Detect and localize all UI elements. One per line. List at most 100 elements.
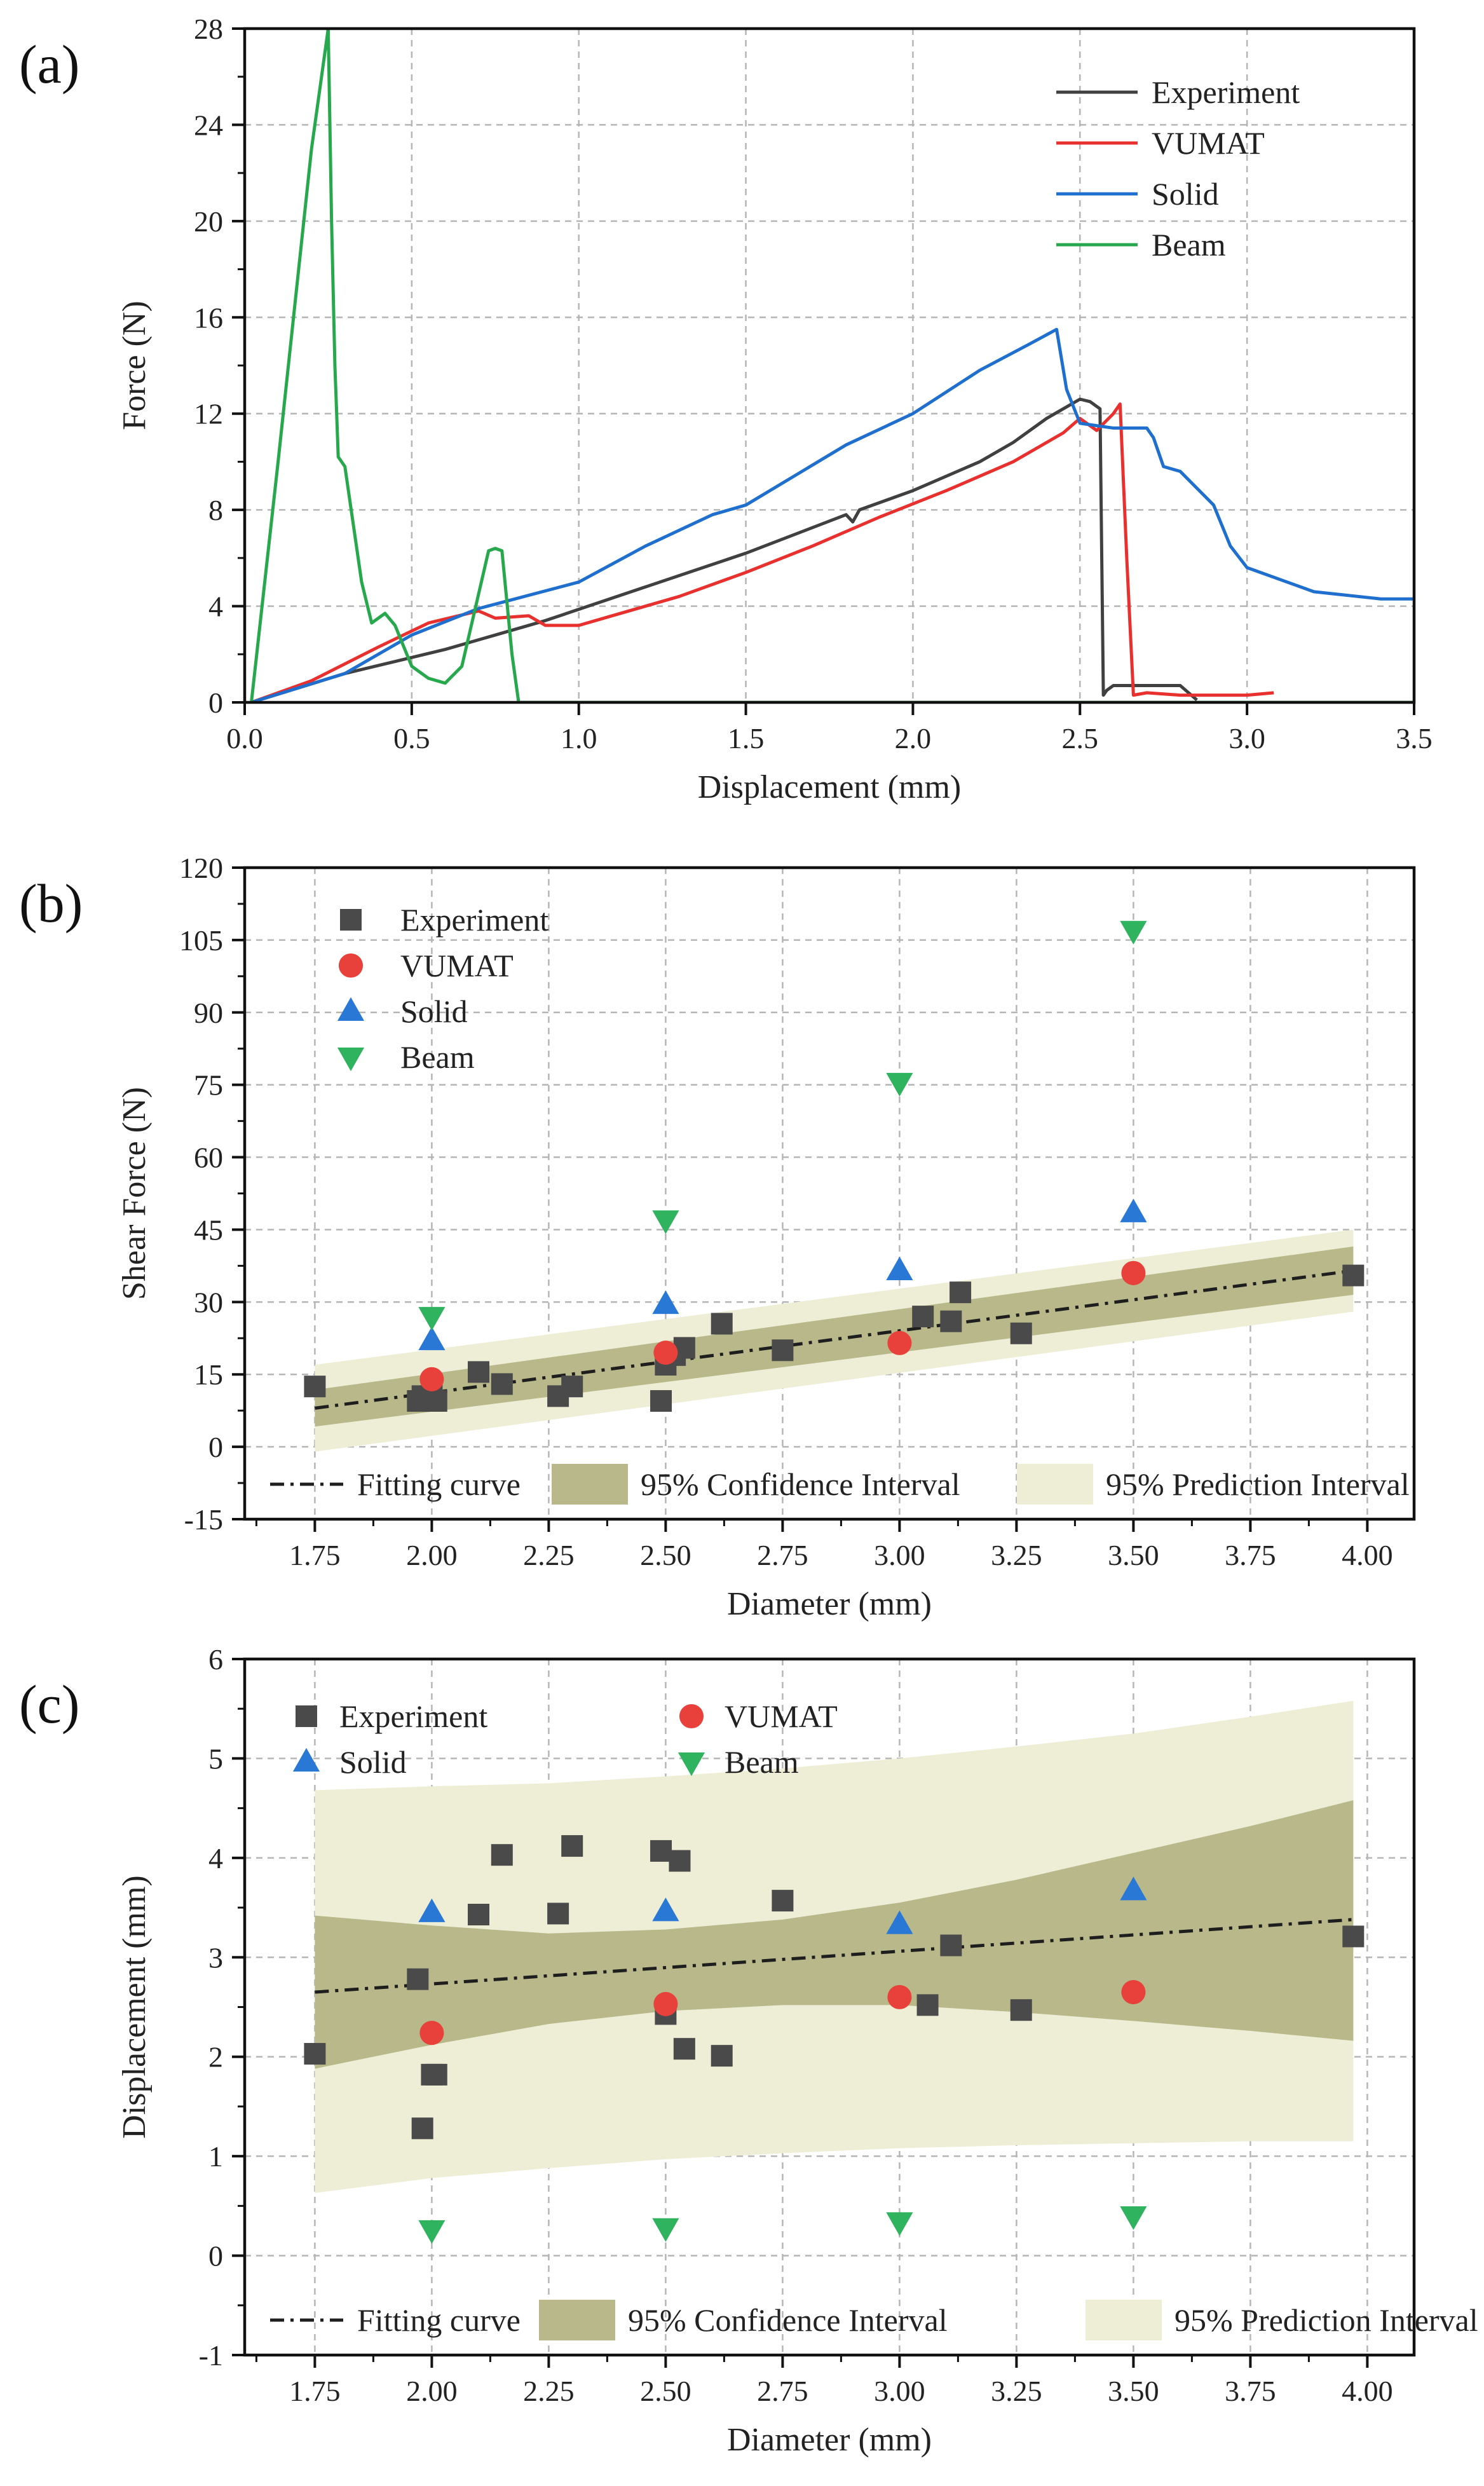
legend-label-vumat: VUMAT	[1152, 125, 1265, 161]
data-point-experiment	[711, 2045, 733, 2067]
series-line-solid	[250, 327, 1414, 702]
x-tick-label: 3.50	[1108, 2375, 1159, 2407]
data-point-experiment	[669, 1850, 691, 1872]
fitting-curve	[315, 1918, 1354, 1994]
legend-marker-experiment	[296, 1705, 317, 1727]
fit-legend: Fitting curve 95% Confidence Interval 95% …	[270, 2300, 1478, 2340]
x-tick-label: 3.50	[1108, 1539, 1159, 1571]
y-tick-label: 2	[208, 2041, 223, 2073]
y-tick-label: 16	[194, 301, 223, 334]
x-tick-label: 2.75	[757, 2375, 808, 2407]
data-point-experiment	[547, 1902, 569, 1925]
data-point-vumat	[1121, 1260, 1146, 1285]
x-tick-label: 2.5	[1062, 722, 1099, 755]
data-point-vumat	[419, 2021, 444, 2045]
fit-legend: Fitting curve 95% Confidence Interval 95% …	[270, 1464, 1410, 1505]
y-tick-label: 0	[208, 686, 223, 719]
legend-marker-beam	[677, 1752, 705, 1777]
chart-panel-2: 1.75 2.00 2.25 2.50 2.75 3.00 3.25 3.50 3.75 4.00…	[19, 852, 1416, 1622]
x-tick-label: 2.00	[406, 2375, 458, 2407]
x-tick-label: 3.00	[874, 1539, 925, 1571]
y-tick-label: 90	[194, 997, 223, 1029]
ticks: 1.75 2.00 2.25 2.50 2.75 3.00 3.25 3.50 3.75 4.00…	[179, 852, 1393, 1571]
series-solid	[418, 1198, 1147, 1351]
legend-marker-vumat	[679, 1704, 704, 1729]
legend-marker-experiment	[340, 909, 362, 931]
series-solid	[250, 327, 1414, 702]
y-tick-label: 12	[194, 398, 223, 430]
x-tick-label: 3.25	[991, 2375, 1042, 2407]
x-tick-label: 3.00	[874, 2375, 925, 2407]
x-tick-label: 2.50	[640, 1539, 691, 1571]
legend-label-beam: Beam	[725, 1744, 799, 1780]
x-tick-label: 1.0	[561, 722, 597, 755]
y-tick-label: 8	[208, 494, 223, 526]
panel-label: (a)	[19, 34, 79, 95]
y-tick-label: 1	[208, 2140, 223, 2173]
x-tick-label: 2.50	[640, 2375, 691, 2407]
y-tick-label: -1	[199, 2339, 223, 2372]
data-point-experiment	[1010, 1999, 1032, 2021]
data-point-experiment	[1010, 1322, 1032, 1344]
legend: Experiment VUMAT Solid Beam Fitting curve 95%…	[270, 1698, 1478, 2340]
data-point-experiment	[561, 1835, 583, 1857]
data-point-experiment	[650, 1840, 672, 1862]
legend-label-fitting-curve: Fitting curve	[357, 1466, 521, 1502]
plot-area	[304, 1700, 1365, 2244]
x-axis-title: Diameter (mm)	[727, 2422, 932, 2458]
panel-label: (c)	[19, 1674, 79, 1735]
legend-label-confidence: 95% Confidence Interval	[641, 1466, 960, 1502]
x-tick-label: 3.75	[1225, 1539, 1276, 1571]
legend-label-confidence: 95% Confidence Interval	[628, 2302, 948, 2338]
x-tick-label: 2.25	[523, 1539, 575, 1571]
series-solid	[418, 1876, 1147, 1934]
legend-label-experiment: Experiment	[339, 1698, 487, 1734]
data-point-experiment	[1342, 1925, 1365, 1948]
data-point-experiment	[304, 2043, 326, 2065]
legend-swatch-confidence	[539, 2300, 615, 2340]
legend-marker-solid	[337, 997, 365, 1021]
x-axis-title: Diameter (mm)	[727, 1586, 932, 1622]
legend: Experiment VUMAT Solid Beam	[1056, 74, 1300, 263]
y-tick-label: 45	[194, 1213, 223, 1246]
plot-area	[304, 920, 1365, 1452]
y-tick-label: 120	[179, 852, 223, 884]
data-point-experiment	[491, 1844, 513, 1866]
data-point-beam	[418, 2220, 446, 2244]
y-tick-label: 20	[194, 205, 223, 238]
series-line-experiment	[250, 397, 1198, 702]
x-tick-label: 4.00	[1342, 2375, 1393, 2407]
data-point-solid	[418, 1898, 446, 1922]
data-point-solid	[886, 1256, 913, 1280]
confidence-interval-band	[315, 1246, 1354, 1427]
y-tick-label: 15	[194, 1358, 223, 1391]
data-point-experiment	[491, 1373, 513, 1395]
ticks: 0.0 0.5 1.0 1.5 2.0 2.5 3.0 3.5 0 4 8 12 16 20 24 28	[194, 13, 1433, 755]
legend-label-prediction: 95% Prediction Interval	[1174, 2302, 1478, 2338]
data-point-experiment	[425, 2063, 447, 2086]
legend-label-vumat: VUMAT	[400, 948, 514, 983]
legend-label-prediction: 95% Prediction Interval	[1106, 1466, 1410, 1502]
y-axis-title: Force (N)	[116, 301, 153, 430]
data-point-solid	[418, 1326, 446, 1351]
grid-lines	[245, 29, 1414, 702]
x-tick-label: 0.5	[393, 722, 430, 755]
data-point-vumat	[887, 1984, 912, 2009]
x-tick-label: 2.25	[523, 2375, 575, 2407]
x-tick-label: 3.75	[1225, 2375, 1276, 2407]
y-tick-label: 0	[208, 1431, 223, 1463]
series-beam	[250, 29, 1414, 702]
data-point-beam	[1120, 2206, 1147, 2230]
series-experiment	[250, 397, 1198, 702]
plot-area	[250, 29, 1414, 702]
x-tick-label: 3.25	[991, 1539, 1042, 1571]
series-beam	[418, 920, 1147, 1331]
series-vumat	[419, 1979, 1146, 2045]
chart-panel-3: 1.75 2.00 2.25 2.50 2.75 3.00 3.25 3.50 3.75 4.00…	[19, 1643, 1478, 2458]
legend-label-vumat: VUMAT	[725, 1698, 838, 1734]
legend-label-solid: Solid	[400, 994, 468, 1029]
legend-swatch-confidence	[552, 1464, 628, 1505]
data-point-beam	[418, 1307, 446, 1331]
data-point-experiment	[425, 1390, 447, 1412]
